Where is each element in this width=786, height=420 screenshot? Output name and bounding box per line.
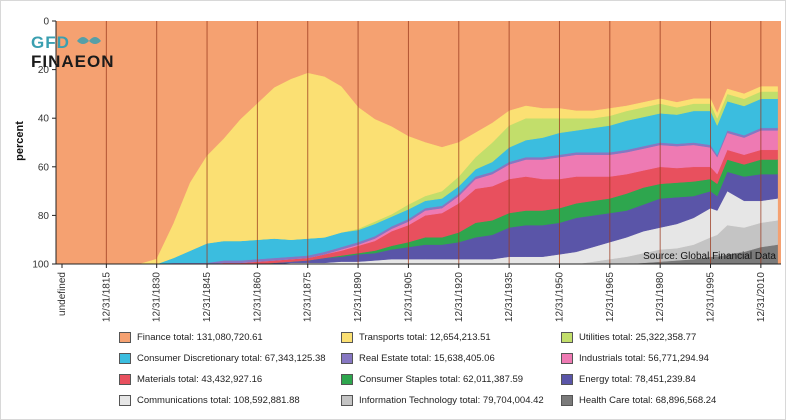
legend-label: Consumer Discretionary total: 67,343,125… bbox=[137, 353, 326, 364]
x-tick-label: 12/31/1830 bbox=[152, 272, 163, 322]
x-tick-label: 12/31/1920 bbox=[454, 272, 465, 322]
y-tick-label: 0 bbox=[43, 17, 49, 28]
y-axis-label: percent bbox=[14, 121, 26, 161]
legend-item[interactable]: Finance total: 131,080,720.61 bbox=[119, 332, 263, 343]
legend-item[interactable]: Energy total: 78,451,239.84 bbox=[561, 374, 696, 385]
x-tick-label: 12/31/1905 bbox=[403, 272, 414, 322]
legend-swatch bbox=[561, 374, 573, 385]
legend-item[interactable]: Consumer Staples total: 62,011,387.59 bbox=[341, 374, 523, 385]
area-layers bbox=[56, 21, 781, 265]
svg-text:GFD: GFD bbox=[31, 33, 70, 52]
legend-label: Real Estate total: 15,638,405.06 bbox=[359, 353, 495, 364]
legend-label: Communications total: 108,592,881.88 bbox=[137, 395, 300, 406]
x-tick-label: 12/31/2010 bbox=[756, 272, 767, 322]
legend-swatch bbox=[561, 395, 573, 406]
y-tick-labels: 0 20 40 60 80 100 bbox=[32, 17, 56, 271]
y-tick-label: 20 bbox=[38, 65, 50, 76]
area-transports bbox=[56, 72, 778, 265]
legend-item[interactable]: Real Estate total: 15,638,405.06 bbox=[341, 353, 495, 364]
x-tick-labels: undefined 12/31/1815 12/31/1830 12/31/1845 1… bbox=[57, 264, 767, 322]
legend-label: Industrials total: 56,771,294.94 bbox=[579, 353, 709, 364]
x-tick-label: 12/31/1980 bbox=[655, 272, 666, 322]
legend-label: Information Technology total: 79,704,004… bbox=[359, 395, 544, 406]
legend-item[interactable]: Consumer Discretionary total: 67,343,125… bbox=[119, 353, 326, 364]
chart-legend: Finance total: 131,080,720.61 Transports … bbox=[1, 323, 786, 419]
x-tick-label: 12/31/1815 bbox=[101, 272, 112, 322]
legend-swatch bbox=[561, 332, 573, 343]
legend-swatch bbox=[341, 395, 353, 406]
legend-item[interactable]: Materials total: 43,432,927.16 bbox=[119, 374, 262, 385]
legend-label: Finance total: 131,080,720.61 bbox=[137, 332, 263, 343]
legend-swatch bbox=[561, 353, 573, 364]
y-tick-label: 40 bbox=[38, 114, 50, 125]
source-note: Source: Global Financial Data bbox=[643, 251, 776, 262]
legend-swatch bbox=[341, 332, 353, 343]
x-tick-label: 12/31/1845 bbox=[202, 272, 213, 322]
legend-label: Materials total: 43,432,927.16 bbox=[137, 374, 263, 385]
legend-item[interactable]: Health Care total: 68,896,568.24 bbox=[561, 395, 716, 406]
legend-swatch bbox=[119, 353, 131, 364]
x-tick-label: 12/31/1890 bbox=[353, 272, 364, 322]
x-tick-label: 12/31/1935 bbox=[504, 272, 515, 322]
x-tick-label: 12/31/1995 bbox=[706, 272, 717, 322]
legend-swatch bbox=[341, 374, 353, 385]
legend-item[interactable]: Industrials total: 56,771,294.94 bbox=[561, 353, 709, 364]
legend-swatch bbox=[119, 374, 131, 385]
gfd-finaeon-logo: GFD FINAEON bbox=[31, 33, 115, 71]
x-tick-label: 12/31/1965 bbox=[605, 272, 616, 322]
legend-item[interactable]: Communications total: 108,592,881.88 bbox=[119, 395, 300, 406]
legend-label: Consumer Staples total: 62,011,387.59 bbox=[359, 374, 524, 385]
x-tick-label: 12/31/1860 bbox=[252, 272, 263, 322]
legend-item[interactable]: Information Technology total: 79,704,004… bbox=[341, 395, 544, 406]
legend-swatch bbox=[341, 353, 353, 364]
x-tick-label: 12/31/1875 bbox=[303, 272, 314, 322]
legend-label: Transports total: 12,654,213.51 bbox=[359, 332, 491, 343]
legend-label: Health Care total: 68,896,568.24 bbox=[579, 395, 717, 406]
svg-text:FINAEON: FINAEON bbox=[31, 52, 115, 71]
legend-label: Utilities total: 25,322,358.77 bbox=[579, 332, 697, 343]
decade-lines bbox=[105, 21, 762, 264]
legend-item[interactable]: Transports total: 12,654,213.51 bbox=[341, 332, 491, 343]
legend-swatch bbox=[119, 332, 131, 343]
x-tick-label: 12/31/1950 bbox=[554, 272, 565, 322]
x-tick-label: undefined bbox=[57, 272, 68, 316]
legend-label: Energy total: 78,451,239.84 bbox=[579, 374, 696, 385]
y-tick-label: 60 bbox=[38, 162, 50, 173]
chart-canvas: 0 20 40 60 80 100 undefined 12/31/1815 12/31/18… bbox=[14, 17, 781, 322]
legend-item[interactable]: Utilities total: 25,322,358.77 bbox=[561, 332, 696, 343]
y-tick-label: 80 bbox=[38, 211, 50, 222]
legend-swatch bbox=[119, 395, 131, 406]
y-tick-label: 100 bbox=[32, 260, 49, 271]
